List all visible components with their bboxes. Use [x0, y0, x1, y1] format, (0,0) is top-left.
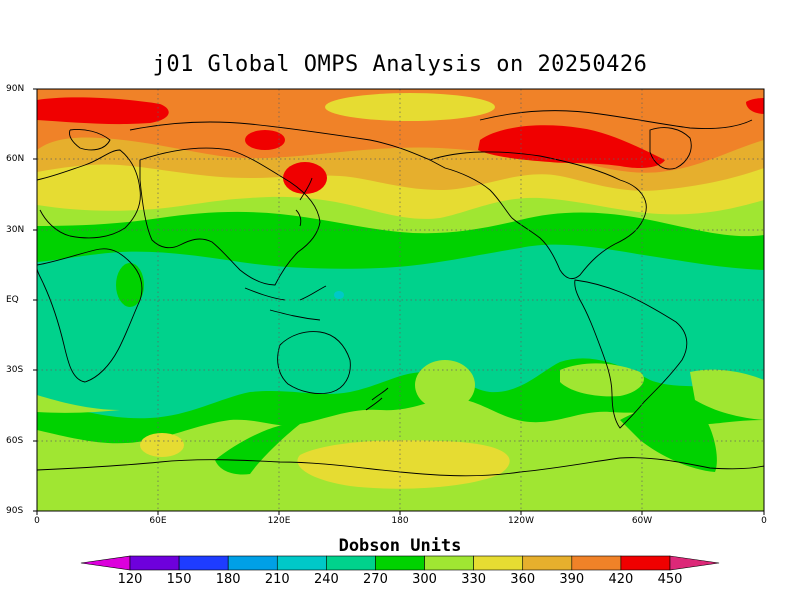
- lat-label-60s: 60S: [6, 436, 24, 446]
- colorbar-tick-label: 240: [313, 572, 339, 587]
- lon-label-60w: 60W: [631, 516, 653, 526]
- field-300-drake: [620, 402, 717, 472]
- coast-greenland: [649, 127, 692, 170]
- coast-japan: [295, 177, 313, 227]
- field-450-edge: [746, 98, 764, 114]
- colorbar-tick-label: 210: [264, 572, 290, 587]
- field-360-antarctic-1: [140, 433, 184, 457]
- lon-label-0-east: 0: [761, 516, 767, 526]
- colorbar-cell: [276, 555, 327, 571]
- lat-label-60n: 60N: [6, 154, 25, 164]
- colorbar-cell: [620, 555, 671, 571]
- field-240-pacific-dot: [334, 291, 344, 299]
- coast-africa: [36, 248, 143, 383]
- colorbar-cell: [178, 555, 229, 571]
- coast-australia: [277, 331, 351, 395]
- axis-ticks: [33, 88, 765, 515]
- ozone-field: [37, 89, 764, 511]
- lat-label-90s: 90S: [6, 506, 24, 516]
- coast-south-america: [574, 279, 688, 429]
- lat-label-90n: 90N: [6, 84, 25, 94]
- colorbar-tick-label: 270: [363, 572, 388, 587]
- field-330-sw-pacific: [415, 360, 475, 410]
- lon-label-60e: 60E: [149, 516, 167, 526]
- colorbar-over-arrow: [669, 555, 720, 571]
- colorbar-cell: [129, 555, 180, 571]
- lat-label-eq: EQ: [6, 295, 19, 305]
- field-360-antarctic-2: [297, 440, 510, 489]
- map-title: j01 Global OMPS Analysis on 20250426: [152, 52, 648, 77]
- field-300-africa: [116, 263, 144, 307]
- field-450-japan: [283, 162, 327, 194]
- colorbar-tick-label: 180: [215, 572, 241, 587]
- colorbar-cell: [473, 555, 524, 571]
- colorbar-tick-label: 150: [166, 572, 192, 587]
- lon-label-0: 0: [34, 516, 40, 526]
- lon-label-180: 180: [391, 516, 409, 526]
- field-330-atlantic: [690, 369, 764, 420]
- colorbar-title: Dobson Units: [338, 536, 462, 556]
- field-330-samerica: [560, 363, 644, 397]
- field-330-polar-patch: [325, 93, 495, 121]
- grid: [37, 89, 764, 511]
- field-450-pacific: [245, 130, 285, 150]
- colorbar-cell: [375, 555, 425, 571]
- field-450-atlantic: [37, 97, 169, 125]
- coast-antarctica: [36, 457, 765, 477]
- lat-label-30n: 30N: [6, 225, 25, 235]
- field-450-canada: [478, 125, 665, 168]
- colorbar-tick-label: 300: [412, 572, 437, 587]
- colorbar-tick-label: 360: [510, 572, 536, 587]
- colorbar-tick-label: 390: [559, 572, 585, 587]
- coast-north-america: [428, 151, 647, 280]
- coastlines: [36, 110, 765, 477]
- lon-label-120e: 120E: [267, 516, 291, 526]
- colorbar-tick-label: 330: [461, 572, 487, 587]
- coast-indonesia: [244, 285, 327, 321]
- coast-newzealand: [365, 387, 389, 411]
- colorbar-under-arrow: [80, 555, 131, 571]
- field-330-indian: [37, 395, 120, 413]
- lon-label-120w: 120W: [507, 516, 535, 526]
- colorbar-tick-label: 120: [117, 572, 143, 587]
- coast-europe: [36, 149, 141, 239]
- lat-label-30s: 30S: [6, 365, 24, 375]
- coast-scandinavia: [69, 129, 111, 151]
- colorbar: [80, 555, 720, 571]
- colorbar-tick-label: 450: [657, 572, 683, 587]
- colorbar-cell: [522, 555, 573, 571]
- colorbar-cell: [227, 555, 278, 571]
- coast-asia: [139, 147, 321, 286]
- colorbar-cell: [571, 555, 622, 571]
- colorbar-tick-label: 420: [608, 572, 634, 587]
- colorbar-cell: [326, 555, 376, 571]
- coast-siberia-north: [129, 121, 431, 161]
- coast-arctic-islands: [479, 110, 753, 129]
- colorbar-cell: [424, 555, 474, 571]
